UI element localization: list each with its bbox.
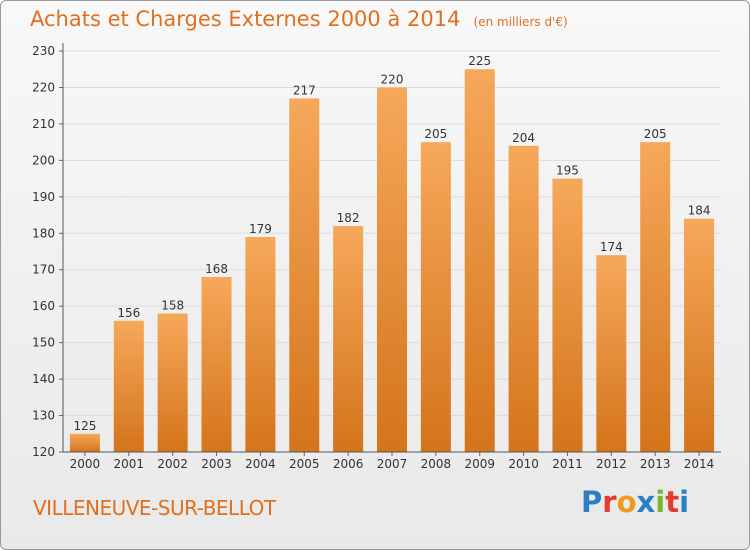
value-label-2006: 182 [337, 211, 360, 225]
bar-2006 [333, 225, 364, 452]
chart-title-block: Achats et Charges Externes 2000 à 2014 (… [30, 7, 568, 31]
x-tick-label-2012: 2012 [596, 457, 627, 471]
x-tick-label-2003: 2003 [201, 457, 232, 471]
y-tick-label: 230 [32, 44, 55, 58]
y-tick-label: 120 [32, 445, 55, 459]
logo-letter: P [581, 485, 603, 519]
value-label-2001: 156 [117, 306, 140, 320]
bar-2014 [684, 218, 715, 452]
logo-letter: i [655, 485, 666, 519]
value-label-2009: 225 [468, 54, 491, 68]
y-tick-label: 190 [32, 190, 55, 204]
x-tick-label-2007: 2007 [377, 457, 408, 471]
value-label-2010: 204 [512, 131, 535, 145]
bar-2012 [596, 255, 627, 452]
value-label-2013: 205 [644, 127, 667, 141]
x-tick-label-2008: 2008 [421, 457, 452, 471]
x-tick-label-2004: 2004 [245, 457, 276, 471]
x-tick-label-2005: 2005 [289, 457, 320, 471]
bar-2008 [420, 142, 451, 453]
bar-2007 [377, 87, 407, 453]
bar-2011 [552, 178, 583, 452]
value-label-2012: 174 [600, 240, 623, 254]
place-name: VILLENEUVE-SUR-BELLOT [33, 496, 276, 520]
labels: 120 130 140 150 160 170 180 190 200 210 220 230 125 2… [32, 44, 714, 471]
value-label-2005: 217 [293, 83, 316, 97]
x-tick-label-2000: 2000 [70, 457, 101, 471]
y-tick-label: 170 [32, 263, 55, 277]
bar-2001 [113, 320, 144, 452]
proxiti-logo: Proxiti [581, 485, 689, 519]
logo-letter: x [636, 485, 656, 519]
chart-unit: (en milliers d'€) [473, 15, 568, 29]
logo-letter: i [679, 485, 690, 519]
y-tick-label: 160 [32, 299, 55, 313]
value-label-2004: 179 [249, 222, 272, 236]
y-tick-label: 180 [32, 226, 55, 240]
y-tick-label: 220 [32, 80, 55, 94]
y-tick-label: 210 [32, 117, 55, 131]
bars [69, 69, 715, 453]
logo-letter: o [616, 485, 637, 519]
bar-2005 [289, 98, 320, 453]
x-tick-label-2013: 2013 [640, 457, 671, 471]
value-label-2002: 158 [161, 298, 184, 312]
y-tick-label: 150 [32, 336, 55, 350]
x-tick-label-2009: 2009 [464, 457, 495, 471]
bar-2010 [508, 145, 539, 453]
logo-letter: r [602, 485, 617, 519]
bar-2004 [245, 236, 276, 452]
value-label-2011: 195 [556, 164, 579, 178]
bar-2000 [69, 433, 100, 452]
bar-2003 [201, 277, 232, 452]
value-label-2007: 220 [381, 72, 404, 86]
axes [59, 43, 721, 456]
y-tick-label: 130 [32, 409, 55, 423]
logo-letter: t [665, 485, 680, 519]
bar-2013 [640, 142, 671, 453]
chart-title: Achats et Charges Externes 2000 à 2014 [30, 7, 461, 31]
y-tick-label: 140 [32, 372, 55, 386]
value-label-2003: 168 [205, 262, 228, 276]
value-label-2000: 125 [73, 419, 96, 433]
x-tick-label-2006: 2006 [333, 457, 364, 471]
value-label-2014: 184 [688, 204, 711, 218]
x-tick-label-2001: 2001 [114, 457, 145, 471]
x-tick-label-2010: 2010 [508, 457, 539, 471]
y-tick-label: 200 [32, 153, 55, 167]
value-label-2008: 205 [424, 127, 447, 141]
bar-2002 [157, 313, 188, 452]
bar-2009 [464, 69, 495, 453]
x-tick-label-2014: 2014 [684, 457, 715, 471]
x-tick-label-2002: 2002 [157, 457, 188, 471]
x-tick-label-2011: 2011 [552, 457, 583, 471]
